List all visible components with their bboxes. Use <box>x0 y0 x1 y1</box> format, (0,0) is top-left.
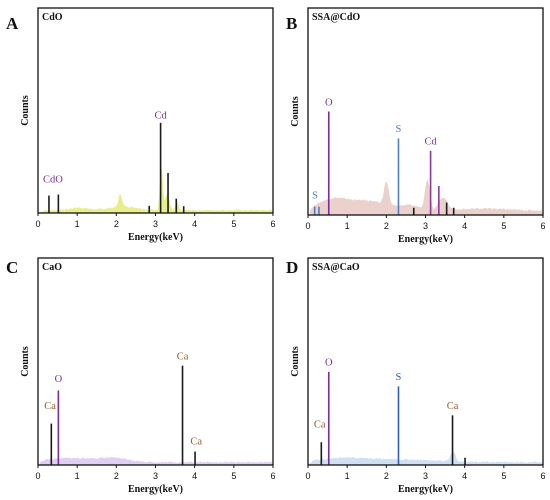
x-tick-label: 3 <box>153 219 158 229</box>
x-tick-label: 6 <box>270 219 275 229</box>
peak-label-c-3: Ca <box>190 436 202 447</box>
peak-label-c-0: Ca <box>44 401 56 412</box>
peak-label-a-1: Cd <box>154 111 167 122</box>
x-tick-label: 5 <box>501 221 506 231</box>
x-tick-label: 1 <box>75 471 80 481</box>
x-axis-label: Energy(keV) <box>128 484 183 495</box>
x-tick-label: 6 <box>540 221 545 231</box>
x-tick-label: 4 <box>462 221 467 231</box>
spectrum-area-b <box>309 179 543 216</box>
panel-letter-b: B <box>286 14 298 33</box>
x-axis-label: Energy(keV) <box>398 234 453 245</box>
x-axis-label: Energy(keV) <box>128 232 183 243</box>
panel-letter-d: D <box>286 258 299 277</box>
peak-label-d-1: O <box>325 358 333 369</box>
peak-label-b-2: S <box>396 124 402 135</box>
peak-label-b-1: O <box>325 97 333 108</box>
y-axis-label: Counts <box>290 346 301 377</box>
x-tick-label: 6 <box>540 471 545 481</box>
x-tick-label: 6 <box>270 471 275 481</box>
spectrum-area-c <box>39 456 273 466</box>
plot-frame-b <box>307 7 544 216</box>
x-tick-label: 0 <box>305 471 310 481</box>
peak-label-d-3: Ca <box>447 401 459 412</box>
spectrum-area-a <box>39 169 273 214</box>
plot-frame-c <box>37 257 274 466</box>
x-tick-label: 3 <box>423 471 428 481</box>
panel-title-c: CaO <box>42 262 62 273</box>
panel-title-b: SSA@CdO <box>312 12 360 23</box>
y-axis-label: Counts <box>20 95 31 126</box>
x-tick-label: 2 <box>384 221 389 231</box>
peak-label-d-0: Ca <box>314 420 326 431</box>
peak-label-c-2: Ca <box>177 351 189 362</box>
x-tick-label: 4 <box>462 471 467 481</box>
peak-label-a-0: CdO <box>43 174 63 185</box>
x-tick-label: 5 <box>231 471 236 481</box>
x-tick-label: 2 <box>114 471 119 481</box>
peak-label-d-2: S <box>396 372 402 383</box>
y-axis-label: Counts <box>290 96 301 127</box>
peak-label-c-1: O <box>55 374 63 385</box>
x-tick-label: 0 <box>35 219 40 229</box>
x-tick-label: 3 <box>423 221 428 231</box>
x-tick-label: 2 <box>384 471 389 481</box>
x-tick-label: 5 <box>501 471 506 481</box>
y-axis-label: Counts <box>20 346 31 377</box>
spectrum-area-d <box>309 451 543 466</box>
x-tick-label: 1 <box>345 221 350 231</box>
x-tick-label: 3 <box>153 471 158 481</box>
x-tick-label: 4 <box>192 219 197 229</box>
x-tick-label: 5 <box>231 219 236 229</box>
x-axis-label: Energy(keV) <box>398 484 453 495</box>
x-tick-label: 2 <box>114 219 119 229</box>
panel-letter-a: A <box>6 14 19 33</box>
x-tick-label: 1 <box>75 219 80 229</box>
x-tick-label: 0 <box>305 221 310 231</box>
plot-frame-d <box>307 257 544 466</box>
panel-title-d: SSA@CaO <box>312 262 360 273</box>
x-tick-label: 4 <box>192 471 197 481</box>
peak-label-b-3: Cd <box>424 137 437 148</box>
peak-label-b-0: S <box>312 190 318 201</box>
x-tick-label: 1 <box>345 471 350 481</box>
panel-letter-c: C <box>6 258 19 277</box>
panel-title-a: CdO <box>42 12 63 23</box>
x-tick-label: 0 <box>35 471 40 481</box>
